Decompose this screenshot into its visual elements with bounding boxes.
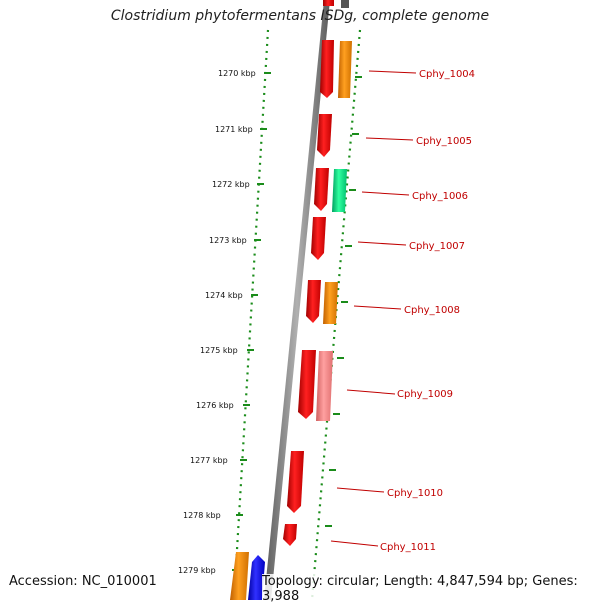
leader-line bbox=[368, 70, 417, 74]
gene-label[interactable]: Cphy_1008 bbox=[404, 305, 460, 316]
ruler-tick-label: 1275 kbp bbox=[200, 346, 238, 355]
gene-arrow-orange[interactable] bbox=[338, 41, 352, 98]
genome-backbone bbox=[264, 0, 330, 600]
label-leader-lines bbox=[330, 70, 417, 547]
ruler-outer-dotted-line bbox=[310, 29, 362, 600]
backbone-top-cap bbox=[341, 0, 349, 8]
ruler-tick-label: 1276 kbp bbox=[196, 401, 234, 410]
accession-text: Accession: NC_010001 bbox=[9, 574, 157, 589]
ruler-tick-label: 1271 kbp bbox=[215, 125, 253, 134]
ruler-tick-label: 1273 kbp bbox=[209, 236, 247, 245]
gene-features bbox=[230, 40, 352, 600]
gene-arrow-cphy-1006[interactable] bbox=[314, 168, 329, 211]
gene-arrow-cphy-1005[interactable] bbox=[317, 114, 332, 157]
leader-line bbox=[365, 137, 414, 141]
leader-line bbox=[330, 540, 379, 547]
gene-arrow-cphy-1009[interactable] bbox=[298, 350, 316, 419]
gene-arrow-cphy-1004[interactable] bbox=[320, 40, 334, 98]
leader-line bbox=[346, 389, 396, 395]
gene-arrow-orange-bottom[interactable] bbox=[230, 552, 249, 600]
gene-label[interactable]: Cphy_1005 bbox=[416, 136, 472, 147]
gene-label[interactable]: Cphy_1009 bbox=[397, 389, 453, 400]
gene-label[interactable]: Cphy_1010 bbox=[387, 488, 443, 499]
ruler-tick-label: 1274 kbp bbox=[205, 291, 243, 300]
gene-top-partial bbox=[323, 0, 334, 6]
leader-line bbox=[336, 487, 385, 493]
gene-labels: Cphy_1004 Cphy_1005 Cphy_1006 Cphy_1007 … bbox=[380, 69, 475, 553]
ruler-tick-label: 1278 kbp bbox=[183, 511, 221, 520]
leader-line bbox=[353, 305, 402, 310]
gene-label[interactable]: Cphy_1007 bbox=[409, 241, 465, 252]
gene-arrow-pink[interactable] bbox=[316, 351, 333, 421]
gene-label[interactable]: Cphy_1011 bbox=[380, 542, 436, 553]
gene-arrow-green[interactable] bbox=[332, 169, 347, 212]
ruler-ticks: 1270 kbp 1271 kbp 1272 kbp 1273 kbp 1274… bbox=[178, 69, 271, 575]
leader-line bbox=[361, 191, 410, 196]
ruler-tick-label: 1270 kbp bbox=[218, 69, 256, 78]
gene-arrow-cphy-1008[interactable] bbox=[306, 280, 321, 323]
gene-label[interactable]: Cphy_1006 bbox=[412, 191, 468, 202]
gene-arrow-orange-2[interactable] bbox=[323, 282, 338, 324]
gene-arrow-cphy-1007[interactable] bbox=[311, 217, 326, 260]
gene-label[interactable]: Cphy_1004 bbox=[419, 69, 475, 80]
map-title: Clostridium phytofermentans ISDg, comple… bbox=[110, 8, 490, 24]
ruler-tick-label: 1277 kbp bbox=[190, 456, 228, 465]
gene-arrow-blue[interactable] bbox=[248, 555, 265, 600]
genome-summary-text: Topology: circular; Length: 4,847,594 bp… bbox=[262, 574, 600, 604]
gene-arrow-cphy-1010[interactable] bbox=[287, 451, 304, 513]
outer-ruler-ticks bbox=[325, 76, 362, 527]
leader-line bbox=[357, 241, 407, 246]
ruler-tick-label: 1272 kbp bbox=[212, 180, 250, 189]
gene-arrow-cphy-1011[interactable] bbox=[283, 524, 297, 546]
ruler-tick-label: 1279 kbp bbox=[178, 566, 216, 575]
